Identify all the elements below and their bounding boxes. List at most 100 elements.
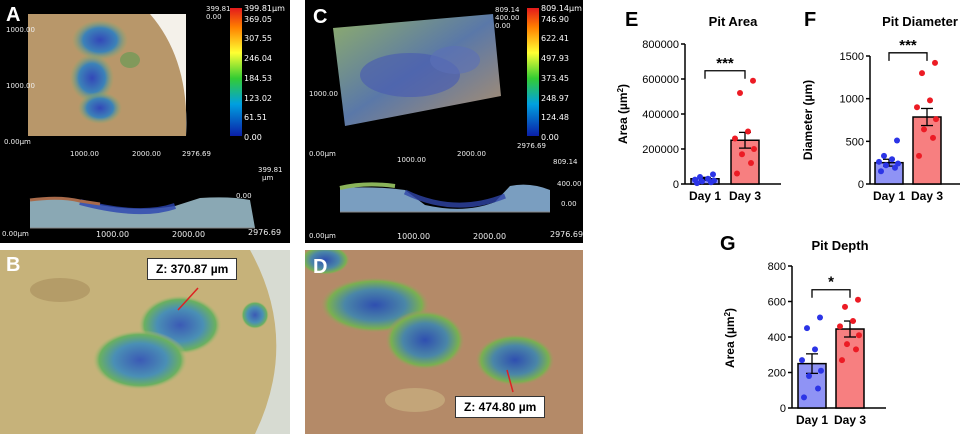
axis-tick: 1000.00 [70, 150, 99, 158]
data-point [818, 367, 824, 374]
significance-label: * [828, 274, 834, 291]
significance-bracket [704, 70, 746, 79]
panel-c: 809.14µm 746.90 622.41 497.93 373.45 248… [305, 0, 583, 243]
cbar-tick: 124.48 [541, 113, 569, 122]
data-point [919, 70, 925, 77]
bar [835, 328, 865, 409]
data-point [921, 126, 927, 133]
data-point [889, 156, 895, 163]
profile-tick: 1000.00 [96, 230, 130, 239]
data-point [817, 314, 823, 321]
data-point [844, 341, 850, 348]
profile-top: 399.81 [258, 166, 283, 174]
panel-letter: C [313, 6, 328, 28]
panel-letter: G [720, 233, 736, 255]
panel-b-image [0, 250, 290, 434]
data-point [895, 160, 901, 167]
y-axis-label-part: 2 [723, 311, 732, 316]
x-tick-label: Day 1 [873, 189, 905, 203]
x-tick-label: Day 1 [796, 413, 828, 427]
profile-tick: 1000.00 [397, 232, 431, 241]
panel-letter: F [804, 9, 816, 31]
y-tick-label: 600000 [642, 74, 679, 86]
data-point [932, 59, 938, 66]
y-axis-label: Diameter (µm) [801, 80, 815, 160]
cbar-tick: 61.51 [244, 113, 267, 122]
data-point [856, 332, 862, 339]
y-tick-label: 0 [780, 403, 786, 415]
cbar-tick: 184.53 [244, 74, 272, 83]
data-point [750, 77, 756, 84]
bar-chart-g: G Pit Depth 0 200 400 600 800 Area (µm2) Day 1 Da… [720, 233, 886, 427]
cbar-tick: 246.04 [244, 54, 272, 63]
significance-label: *** [716, 55, 734, 72]
data-point [737, 90, 743, 96]
profile-tick: 2000.00 [473, 232, 507, 241]
panel-a-surface [28, 8, 255, 229]
profile-mid: 400.00 [557, 180, 582, 188]
data-point [855, 296, 861, 303]
cbar-tick: 746.90 [541, 15, 569, 24]
cbar-tick: 0.00 [244, 133, 262, 142]
cbar-tick: 809.14µm [541, 4, 582, 13]
panel-letter: E [625, 9, 638, 31]
y-tick-label: 1500 [840, 51, 864, 63]
x-tick-label: Day 3 [834, 413, 866, 427]
profile-low: 0.00 [561, 200, 577, 208]
y-tick-label: 200 [768, 368, 786, 380]
cbar-tick: 123.02 [244, 94, 272, 103]
y-tick-label: 1000 [840, 94, 864, 106]
axis-label: 1000.00 [6, 82, 35, 90]
panel-a: 399.81µm 369.05 307.55 246.04 184.53 123… [0, 0, 290, 243]
profile-tick: 2976.69 [248, 228, 282, 237]
data-point [812, 346, 818, 353]
y-axis-label-part: Area (µm [616, 92, 630, 144]
data-point [853, 346, 859, 353]
data-point [799, 357, 805, 364]
panel-d: Z: 474.80 µm D [305, 250, 583, 434]
cbar-tick: 497.93 [541, 54, 569, 63]
cbar-tick: 0.00 [541, 133, 559, 142]
axis-tick: 2976.69 [182, 150, 211, 158]
data-point [748, 160, 754, 166]
y-tick-label: 0 [858, 179, 864, 191]
axis-label: 1000.00 [6, 26, 35, 34]
axis-label: 0.00µm [309, 150, 336, 158]
data-point [850, 318, 856, 325]
panel-letter: A [6, 4, 21, 26]
significance-bracket [811, 289, 851, 298]
legend-low: 0.00 [206, 13, 222, 21]
x-tick-label: Day 1 [689, 189, 721, 203]
bar-chart-e: E Pit Area 0 200000 400000 600000 800000 Area (… [616, 9, 781, 203]
data-point [711, 177, 717, 184]
y-axis-label-part: ) [616, 84, 630, 88]
data-point [815, 385, 821, 392]
axis-tick: 2000.00 [132, 150, 161, 158]
significance-bracket [888, 52, 928, 61]
cbar-tick: 307.55 [244, 34, 272, 43]
profile-zero: 0.00µm [309, 232, 336, 240]
chart-title: Pit Depth [811, 238, 868, 253]
axis-label: 0.00µm [4, 138, 31, 146]
data-point [916, 152, 922, 159]
legend-high: 809.14 [495, 6, 520, 14]
profile-zero: 0.00µm [2, 230, 29, 238]
data-point [801, 394, 807, 401]
cbar-tick: 622.41 [541, 34, 569, 43]
y-tick-label: 600 [768, 297, 786, 309]
profile-low: 0.00 [236, 192, 252, 200]
data-point [883, 162, 889, 169]
data-point [837, 323, 843, 330]
significance-label: *** [899, 37, 917, 54]
panel-letter: B [6, 254, 21, 276]
data-point [804, 325, 810, 332]
y-tick-label: 800000 [642, 39, 679, 51]
legend-mid: 400.00 [495, 14, 520, 22]
data-point [739, 151, 745, 158]
cbar-tick: 369.05 [244, 15, 272, 24]
y-axis-label-part: ) [723, 308, 737, 312]
legend-low: 0.00 [495, 22, 511, 30]
axis-label: 1000.00 [309, 90, 338, 98]
panel-b: Z: 370.87 µm B [0, 250, 290, 434]
y-axis-label-part: 2 [616, 87, 625, 92]
